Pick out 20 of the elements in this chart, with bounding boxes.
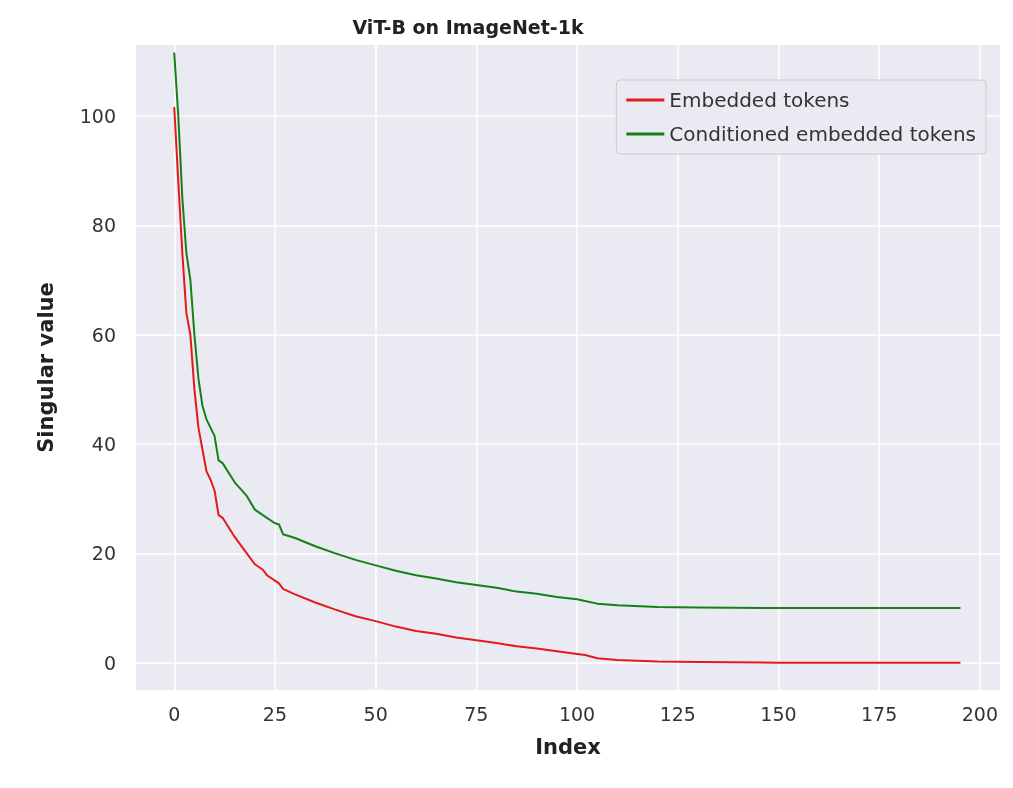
y-tick-label: 40	[91, 433, 116, 456]
chart-title: ViT-B on ImageNet-1k	[352, 15, 584, 38]
x-tick-label: 100	[558, 702, 596, 725]
y-tick-label: 60	[91, 323, 116, 346]
y-tick-label: 0	[103, 651, 116, 674]
x-tick-label: 150	[760, 702, 797, 725]
y-tick-label: 20	[91, 542, 116, 565]
y-tick-label: 80	[91, 214, 116, 237]
legend-label: Conditioned embedded tokens	[669, 122, 977, 146]
x-tick-label: 50	[363, 702, 388, 725]
x-tick-label: 75	[464, 702, 489, 725]
x-tick-label: 175	[861, 702, 898, 725]
legend-label: Embedded tokens	[669, 88, 850, 112]
x-tick-label: 200	[961, 702, 998, 725]
x-tick-label: 0	[168, 702, 181, 725]
x-tick-label: 25	[262, 702, 288, 725]
y-tick-label: 100	[79, 105, 116, 128]
y-axis-title: Singular value	[33, 282, 58, 453]
x-tick-label: 125	[659, 702, 696, 725]
x-axis-title: Index	[535, 734, 602, 759]
